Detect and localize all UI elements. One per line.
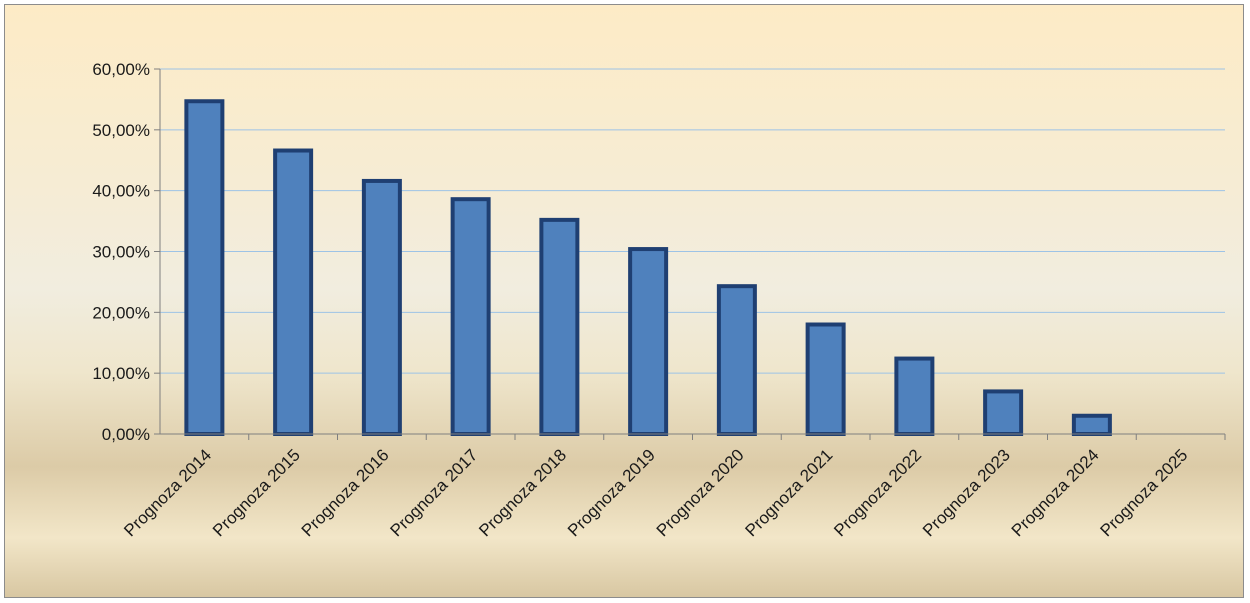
bar: [894, 356, 935, 437]
x-category-label: Prognoza 2021: [741, 445, 836, 540]
x-category-label: Prognoza 2016: [298, 445, 393, 540]
y-tick-labels: 0,00% 10,00% 20,00% 30,00% 40,00% 50,00% 60,00…: [92, 60, 150, 444]
y-tick-label: 60,00%: [92, 60, 150, 79]
x-category-label: Prognoza 2017: [386, 445, 481, 540]
bar: [628, 247, 669, 436]
bars: [184, 99, 1226, 440]
x-category-label: Prognoza 2020: [653, 445, 748, 540]
bar: [805, 322, 846, 436]
bar: [450, 197, 491, 436]
bar: [716, 284, 757, 436]
x-category-label: Prognoza 2023: [919, 445, 1014, 540]
y-tick-label: 20,00%: [92, 303, 150, 322]
bar: [1071, 413, 1112, 436]
bar: [273, 148, 314, 436]
x-category-label: Prognoza 2014: [120, 445, 215, 540]
x-category-label: Prognoza 2018: [475, 445, 570, 540]
axes: [159, 69, 1225, 435]
bar: [184, 99, 225, 436]
x-category-label: Prognoza 2025: [1096, 445, 1191, 540]
bar: [539, 217, 580, 436]
y-tick-label: 0,00%: [102, 425, 150, 444]
y-tick-label: 30,00%: [92, 243, 150, 262]
y-tick-label: 50,00%: [92, 121, 150, 140]
y-tick-label: 10,00%: [92, 364, 150, 383]
x-category-label: Prognoza 2019: [564, 445, 659, 540]
y-tick-label: 40,00%: [92, 182, 150, 201]
x-category-label: Prognoza 2022: [830, 445, 925, 540]
bar: [361, 178, 402, 436]
x-category-label: Prognoza 2024: [1008, 445, 1103, 540]
bar: [983, 389, 1024, 436]
gridlines: [154, 68, 1225, 435]
x-category-label: Prognoza 2015: [209, 445, 304, 540]
